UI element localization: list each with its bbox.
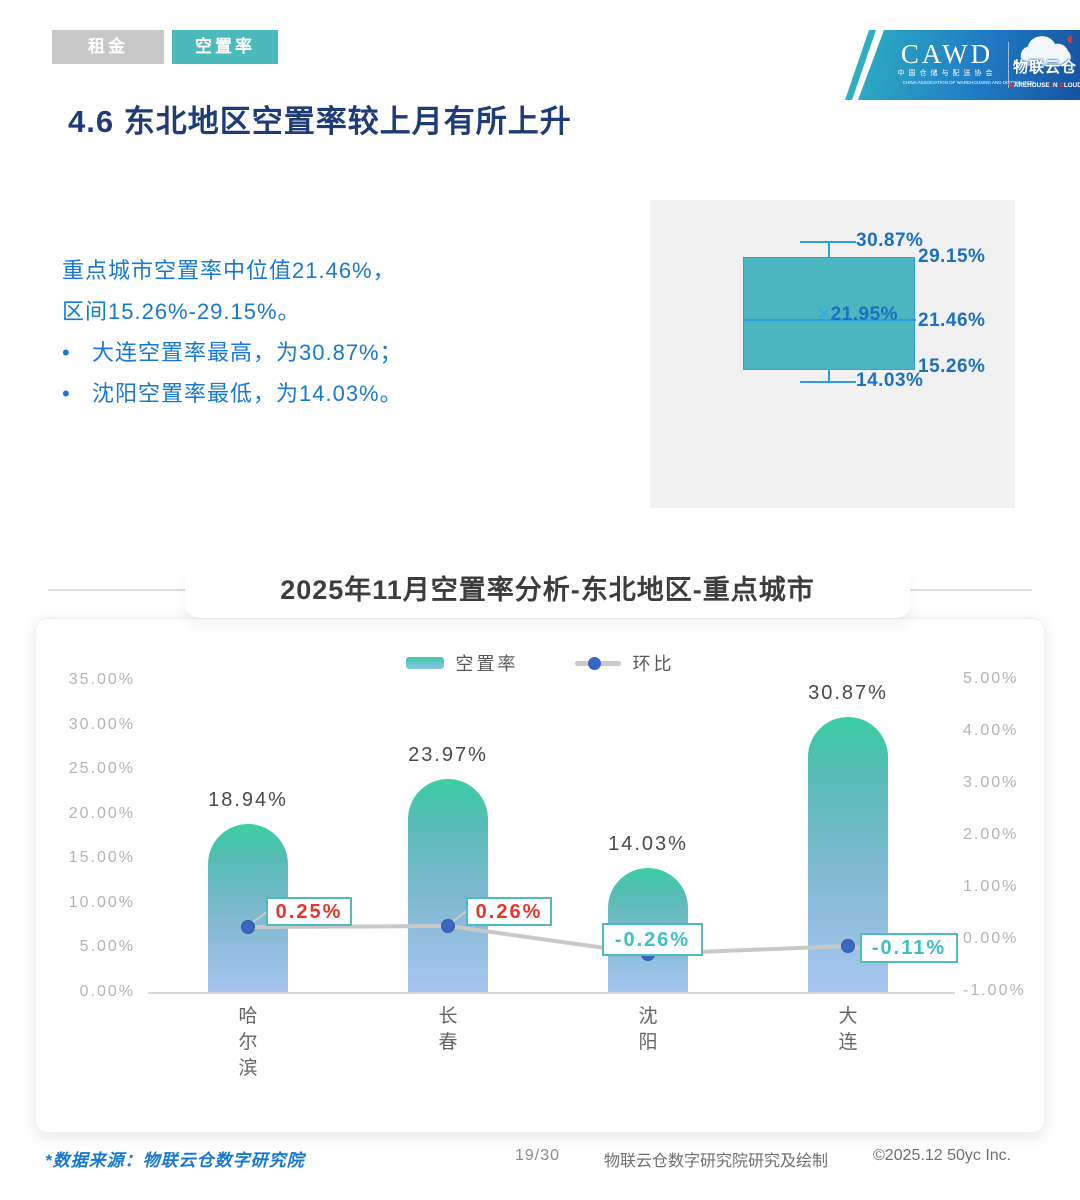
legend-item-vacancy: 空置率 (405, 650, 519, 676)
boxplot-upper-whisker (828, 241, 830, 258)
boxplot-min-label: 14.03% (856, 370, 924, 391)
right-axis-tick: 4.00% (963, 722, 1019, 739)
summary-bullet-2: • 沈阳空置率最低，为14.03%。 (62, 373, 403, 414)
right-axis-tick: 2.00% (963, 826, 1019, 843)
boxplot-panel: 30.87% 29.15% ×21.95% 21.46% 15.26% 14.0… (650, 200, 1015, 508)
mom-label-shenyang: -0.26% (602, 923, 703, 956)
page-title: 4.6 东北地区空置率较上月有所上升 (68, 104, 572, 139)
cawd-wordmark: CAWD (900, 39, 994, 69)
bullet-icon: • (62, 340, 71, 365)
left-axis-tick: 15.00% (68, 849, 135, 866)
cloud-english-wordmark: WAREHOUSE IN CLOUD (1008, 82, 1080, 88)
right-axis-tick: 3.00% (963, 774, 1019, 791)
left-axis-tick: 5.00% (79, 938, 135, 955)
cawd-logo-banner: CAWD 中国仓储与配送协会 CHINA ASSOCIATION OF WARE… (858, 30, 1080, 100)
boxplot-max-label: 30.87% (856, 230, 924, 251)
mom-legend-label: 环比 (632, 654, 675, 674)
left-axis-tick: 30.00% (68, 716, 135, 733)
mean-value: 21.95% (830, 304, 899, 325)
boxplot-lower-whisker (828, 370, 830, 382)
mom-label-changchun: 0.26% (466, 897, 552, 926)
x-label-dalian: 大连 (838, 1006, 858, 1053)
boxplot-median-label: 21.46% (918, 310, 986, 331)
data-source-note: *数据来源：物联云仓数字研究院 (45, 1151, 305, 1170)
x-label-shenyang: 沈阳 (638, 1006, 658, 1053)
en-part3: LOUD (1063, 82, 1080, 89)
bar-value-label: 18.94% (208, 789, 288, 811)
red-i: I (1051, 82, 1054, 89)
tab-rent[interactable]: 租金 (52, 30, 164, 64)
mom-line (246, 924, 862, 956)
vacancy-bar-changchun (408, 779, 488, 993)
x-label-changchun: 长春 (438, 1006, 458, 1053)
mom-point-dalian (841, 939, 855, 953)
mean-marker-icon: × (818, 304, 830, 325)
left-axis-tick: 20.00% (68, 805, 135, 822)
banner-divider (1008, 42, 1009, 88)
legend-item-mom: 环比 (574, 650, 675, 676)
mom-point-haerbin (241, 920, 255, 934)
boxplot-mean-label: ×21.95% (818, 304, 898, 326)
bar-value-label: 14.03% (608, 833, 688, 855)
tab-vacancy-active[interactable]: 空置率 (172, 30, 278, 64)
cloud-chinese-wordmark: 物联云仓 (1012, 59, 1077, 76)
mom-legend-dot-icon (587, 656, 601, 670)
x-label-haerbin: 哈尔滨 (238, 1006, 258, 1079)
bullet-2-text: 沈阳空置率最低，为14.03%。 (92, 381, 403, 406)
chart-title: 2025年11月空置率分析-东北地区-重点城市 (185, 562, 910, 618)
page-number: 19/30 (515, 1147, 561, 1164)
bar-value-label: 23.97% (408, 744, 488, 766)
summary-line-2: 区间15.26%-29.15%。 (62, 299, 301, 324)
mom-legend-line-icon (574, 656, 621, 670)
boxplot-q1-label: 15.26% (918, 356, 986, 377)
boxplot-lower-whisker-cap (800, 381, 856, 383)
cawd-chinese-name: 中国仓储与配送协会 (897, 70, 997, 77)
en-part2: N (1053, 82, 1060, 89)
red-c: C (1059, 82, 1064, 89)
right-axis-tick: 1.00% (963, 878, 1019, 895)
right-axis-tick: 0.00% (963, 930, 1019, 947)
plot-area: 18.94% 23.97% 14.03% 30.87% 0.25% 0.26% … (148, 680, 958, 994)
mom-line-chart (241, 910, 862, 961)
chart-legend: 空置率 环比 (0, 650, 1080, 676)
bullet-1-text: 大连空置率最高，为30.87%； (92, 340, 403, 365)
boxplot-q3-label: 29.15% (918, 246, 986, 267)
cawd-logo: CAWD 中国仓储与配送协会 CHINA ASSOCIATION OF WARE… (888, 39, 1035, 87)
copyright-text: ©2025.12 50yc Inc. (873, 1147, 1012, 1164)
left-axis-tick: 10.00% (68, 894, 135, 911)
bar-value-label: 30.87% (808, 682, 888, 704)
boxplot-box (743, 257, 915, 370)
vacancy-legend-swatch-icon (405, 657, 444, 669)
credit-text: 物联云仓数字研究院研究及绘制 (604, 1153, 829, 1170)
left-axis-tick: 25.00% (68, 760, 135, 777)
mom-label-connector (452, 910, 468, 922)
en-part1: AREHOUSE (1013, 82, 1052, 89)
summary-block: 重点城市空置率中位值21.46%， 区间15.26%-29.15%。 • 大连空置… (62, 250, 403, 414)
mom-label-haerbin: 0.25% (266, 897, 352, 926)
right-axis-tick: 5.00% (963, 670, 1019, 687)
summary-bullet-1: • 大连空置率最高，为30.87%； (62, 332, 403, 373)
boxplot-upper-whisker-cap (800, 241, 856, 243)
left-axis-tick: 0.00% (79, 983, 135, 1000)
vacancy-legend-label: 空置率 (455, 654, 519, 674)
bullet-icon: • (62, 381, 71, 406)
mom-label-dalian: -0.11% (860, 933, 958, 963)
mom-point-changchun (441, 919, 455, 933)
boxplot-median-line (743, 319, 916, 321)
mom-label-connector (252, 911, 268, 923)
x-axis-line (148, 992, 955, 994)
summary-line-1: 重点城市空置率中位值21.46%， (62, 258, 396, 283)
cloud-icon (1020, 36, 1071, 66)
red-w: W (1008, 82, 1014, 89)
right-axis-tick: -1.00% (963, 982, 1026, 999)
cawd-english-name: CHINA ASSOCIATION OF WAREHOUSING AND DIS… (902, 80, 1035, 86)
left-axis-tick: 35.00% (68, 671, 135, 688)
